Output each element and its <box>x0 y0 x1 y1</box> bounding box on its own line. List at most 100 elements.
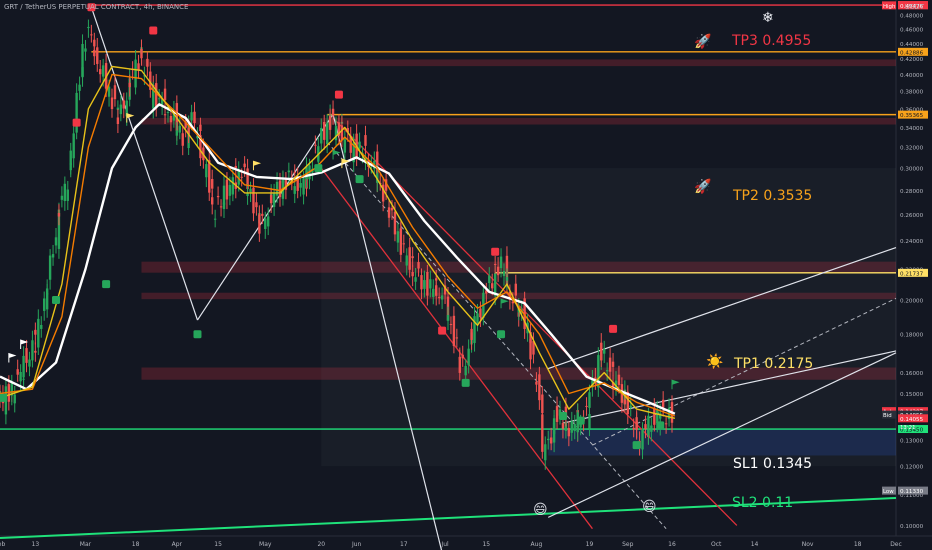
x-tick-label: Jul <box>440 541 449 548</box>
candle <box>337 122 341 136</box>
candle <box>275 181 279 196</box>
candle <box>104 79 108 89</box>
candle <box>181 133 184 146</box>
buy-signal-marker <box>355 175 364 184</box>
x-tick-label: 18 <box>132 541 140 548</box>
candle <box>650 425 653 432</box>
candle <box>51 254 55 258</box>
candle <box>40 325 43 329</box>
price-tag <box>882 486 896 495</box>
buy-signal-marker <box>497 330 506 339</box>
down-channel-upper <box>332 117 738 526</box>
candle <box>411 256 414 259</box>
buy-signal-marker <box>576 416 585 425</box>
y-tick-label: 0.13000 <box>900 439 924 445</box>
candle <box>626 391 629 415</box>
candle <box>496 266 500 276</box>
level-price-badge-text: 0.35365 <box>900 113 924 119</box>
candle <box>585 405 588 407</box>
candle <box>467 348 470 366</box>
sell-signal-marker <box>609 324 618 333</box>
sl2-annotation: SL2 0.11 <box>732 495 794 511</box>
candle <box>461 354 464 359</box>
rocket-icon: 🚀 <box>694 179 712 195</box>
candle <box>175 130 179 136</box>
candle <box>87 26 90 29</box>
candle <box>552 422 556 443</box>
x-tick-label: 19 <box>586 541 594 548</box>
candle <box>222 185 226 205</box>
flag-icon <box>126 112 135 123</box>
y-tick-label: 0.15000 <box>900 392 924 398</box>
price-tag <box>882 1 896 10</box>
candle <box>632 427 635 430</box>
flag-icon <box>500 298 509 309</box>
candle <box>211 178 214 189</box>
candle <box>28 359 31 367</box>
buy-signal-marker <box>632 441 641 450</box>
candle <box>287 170 291 173</box>
candle <box>45 288 49 310</box>
candle <box>163 114 167 116</box>
candle <box>81 43 84 77</box>
candle <box>603 349 606 354</box>
candle <box>75 92 78 133</box>
y-tick-label: 0.40000 <box>900 73 924 79</box>
candle <box>302 178 305 195</box>
candle <box>523 298 526 330</box>
resistance-zone <box>141 367 896 380</box>
level-price-badge-text: 0.13450 <box>900 428 924 434</box>
x-tick-label: 14 <box>751 541 759 548</box>
candle <box>57 209 61 249</box>
candle <box>216 195 220 198</box>
support-zone <box>548 429 896 456</box>
price-badge-text: 0.49476 <box>900 4 924 10</box>
candle <box>573 424 576 431</box>
candle <box>225 179 229 200</box>
candle <box>455 337 459 339</box>
y-tick-label: 0.12000 <box>900 465 924 471</box>
candle <box>659 413 662 419</box>
candle <box>334 126 338 141</box>
candle <box>414 277 417 282</box>
candle <box>435 285 438 296</box>
candle <box>629 405 632 408</box>
moving-average-line <box>0 103 676 415</box>
level-price-badge-text: 0.21737 <box>900 271 924 277</box>
x-tick-label: 13 <box>32 541 40 548</box>
candle <box>269 195 273 204</box>
candle <box>116 117 120 125</box>
y-tick-label: 0.44000 <box>900 42 924 48</box>
sell-signal-marker <box>334 90 343 99</box>
candle <box>328 116 332 130</box>
candle <box>420 275 423 290</box>
candle <box>343 139 347 153</box>
candle <box>99 69 102 75</box>
candle <box>93 39 96 47</box>
x-tick-label: Sep <box>622 541 634 548</box>
candle <box>402 243 405 245</box>
candle <box>10 382 13 396</box>
sell-signal-marker <box>491 247 500 256</box>
y-tick-label: 0.38000 <box>900 90 924 96</box>
candle <box>305 166 308 180</box>
candle <box>617 374 621 385</box>
candle <box>393 211 397 235</box>
candle <box>264 218 267 229</box>
snowflake-icon: ❄ <box>762 10 774 26</box>
resistance-zone <box>141 117 896 125</box>
candle <box>258 214 261 234</box>
moving-average-line <box>0 73 676 417</box>
candle <box>314 144 317 146</box>
candle <box>432 288 435 297</box>
candle <box>249 188 252 193</box>
rocket-icon: 🚀 <box>694 34 712 50</box>
resistance-zone <box>141 261 896 273</box>
x-tick-label: 17 <box>400 541 408 548</box>
candle <box>535 381 538 385</box>
candle <box>272 192 276 207</box>
candle <box>544 444 547 461</box>
candle <box>555 406 559 422</box>
y-tick-label: 0.26000 <box>900 213 924 219</box>
